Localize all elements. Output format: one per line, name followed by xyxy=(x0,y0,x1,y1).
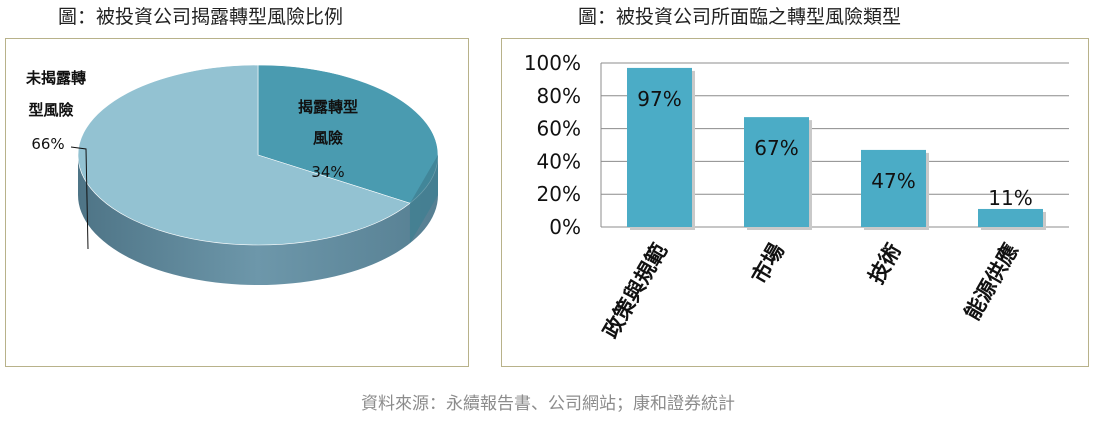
y-tick-label: 60% xyxy=(537,117,581,141)
x-tick-label: 市場 xyxy=(747,240,789,288)
bar-value-label: 47% xyxy=(871,169,915,193)
y-tick-label: 100% xyxy=(524,51,581,75)
bar xyxy=(744,117,809,227)
pie-slice-edge xyxy=(409,155,438,244)
bar-value-label: 67% xyxy=(754,136,798,160)
pie-label: 揭露轉型 xyxy=(298,98,358,116)
bar-chart-title: 圖：被投資公司所面臨之轉型風險類型 xyxy=(578,6,902,28)
source-note: 資料來源：永續報告書、公司網站；康和證券統計 xyxy=(361,394,735,414)
pie-chart-panel: 揭露轉型風險 34% 未揭露轉型風險 66% xyxy=(5,38,469,367)
pie-label: 未揭露轉 xyxy=(25,69,86,87)
x-tick-label: 能源供應 xyxy=(960,240,1023,325)
bar xyxy=(627,67,692,227)
x-tick-label: 技術 xyxy=(864,240,906,288)
pie-label: 型風險 xyxy=(28,101,73,119)
bar-value-label: 11% xyxy=(988,186,1032,210)
pie-slice xyxy=(77,64,411,246)
bar-chart: 0% 20% 40% 60% 80% 100% 97% 政策與規範 67% 市場 47% 技術 11% 能… xyxy=(524,51,1069,343)
pie-side xyxy=(78,155,438,285)
y-tick-label: 20% xyxy=(537,182,581,206)
y-tick-label: 80% xyxy=(537,84,581,108)
y-tick-label: 40% xyxy=(537,149,581,173)
x-tick-label: 政策與規範 xyxy=(599,240,672,343)
bar xyxy=(978,208,1043,227)
y-tick-label: 0% xyxy=(549,215,581,239)
bar xyxy=(861,149,926,227)
bar-value-label: 97% xyxy=(637,87,681,111)
pie-value-label: 34% xyxy=(311,163,344,181)
pie-label: 風險 xyxy=(313,129,343,147)
pie-value-label: 66% xyxy=(31,135,64,153)
pie-chart-title: 圖：被投資公司揭露轉型風險比例 xyxy=(58,6,344,28)
bar-chart-panel: 0% 20% 40% 60% 80% 100% 97% 政策與規範 67% 市場 47% 技術 11% 能… xyxy=(501,38,1089,367)
pie-leader-line xyxy=(70,146,89,250)
